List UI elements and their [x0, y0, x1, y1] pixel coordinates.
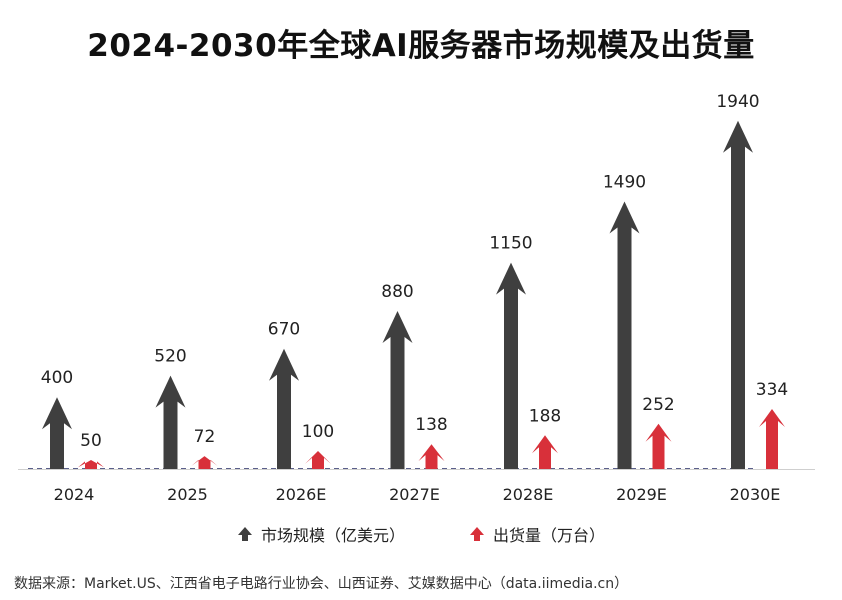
legend-label-shipments: 出货量（万台）: [493, 526, 606, 545]
bar-market-size[interactable]: [155, 375, 186, 469]
data-label-shipments: 334: [756, 380, 788, 400]
x-tick-label: 2029E: [616, 485, 667, 504]
bar-shipments[interactable]: [759, 409, 785, 469]
legend-item-shipments[interactable]: 出货量（万台）: [469, 522, 605, 546]
x-tick-label: 2027E: [389, 485, 440, 504]
bar-shipments[interactable]: [191, 456, 218, 469]
bar-market-size[interactable]: [382, 311, 413, 469]
data-label-market-size: 520: [154, 347, 186, 367]
data-label-market-size: 1940: [716, 92, 759, 112]
data-label-market-size: 880: [381, 282, 413, 302]
data-label-shipments: 252: [642, 395, 674, 415]
data-label-market-size: 400: [41, 368, 73, 388]
x-tick-label: 2028E: [503, 485, 554, 504]
data-label-shipments: 100: [302, 422, 334, 442]
legend-swatch-market-size: [237, 527, 252, 541]
x-tick-label: 2024: [54, 485, 95, 504]
bar-market-size[interactable]: [42, 397, 72, 469]
bar-market-size[interactable]: [609, 201, 640, 470]
data-label-shipments: 72: [194, 427, 216, 447]
data-label-shipments: 188: [529, 406, 561, 426]
data-label-market-size: 670: [268, 320, 300, 340]
bar-market-size[interactable]: [496, 262, 526, 469]
data-label-market-size: 1490: [603, 173, 646, 193]
bar-market-size[interactable]: [723, 120, 753, 470]
data-label-shipments: 138: [415, 415, 447, 435]
x-tick-label: 2026E: [276, 485, 327, 504]
chart-title: 2024-2030年全球AI服务器市场规模及出货量: [87, 28, 755, 64]
x-tick-label: 2025: [167, 485, 208, 504]
data-label-shipments: 50: [80, 431, 102, 451]
legend: 市场规模（亿美元） 出货量（万台）: [0, 522, 842, 546]
legend-label-market-size: 市场规模（亿美元）: [260, 526, 405, 545]
source-note: 数据来源：Market.US、江西省电子电路行业协会、山西证券、艾媒数据中心（d…: [14, 576, 629, 592]
bar-shipments[interactable]: [418, 444, 445, 469]
x-tick-label: 2030E: [730, 485, 781, 504]
legend-swatch-shipments: [470, 527, 484, 541]
data-label-market-size: 1150: [489, 234, 532, 254]
bar-shipments[interactable]: [78, 460, 104, 469]
bar-shipments[interactable]: [305, 451, 331, 469]
legend-item-market-size[interactable]: 市场规模（亿美元）: [237, 522, 405, 546]
bar-market-size[interactable]: [269, 348, 299, 469]
bar-shipments[interactable]: [645, 423, 672, 469]
bar-shipments[interactable]: [532, 435, 558, 469]
